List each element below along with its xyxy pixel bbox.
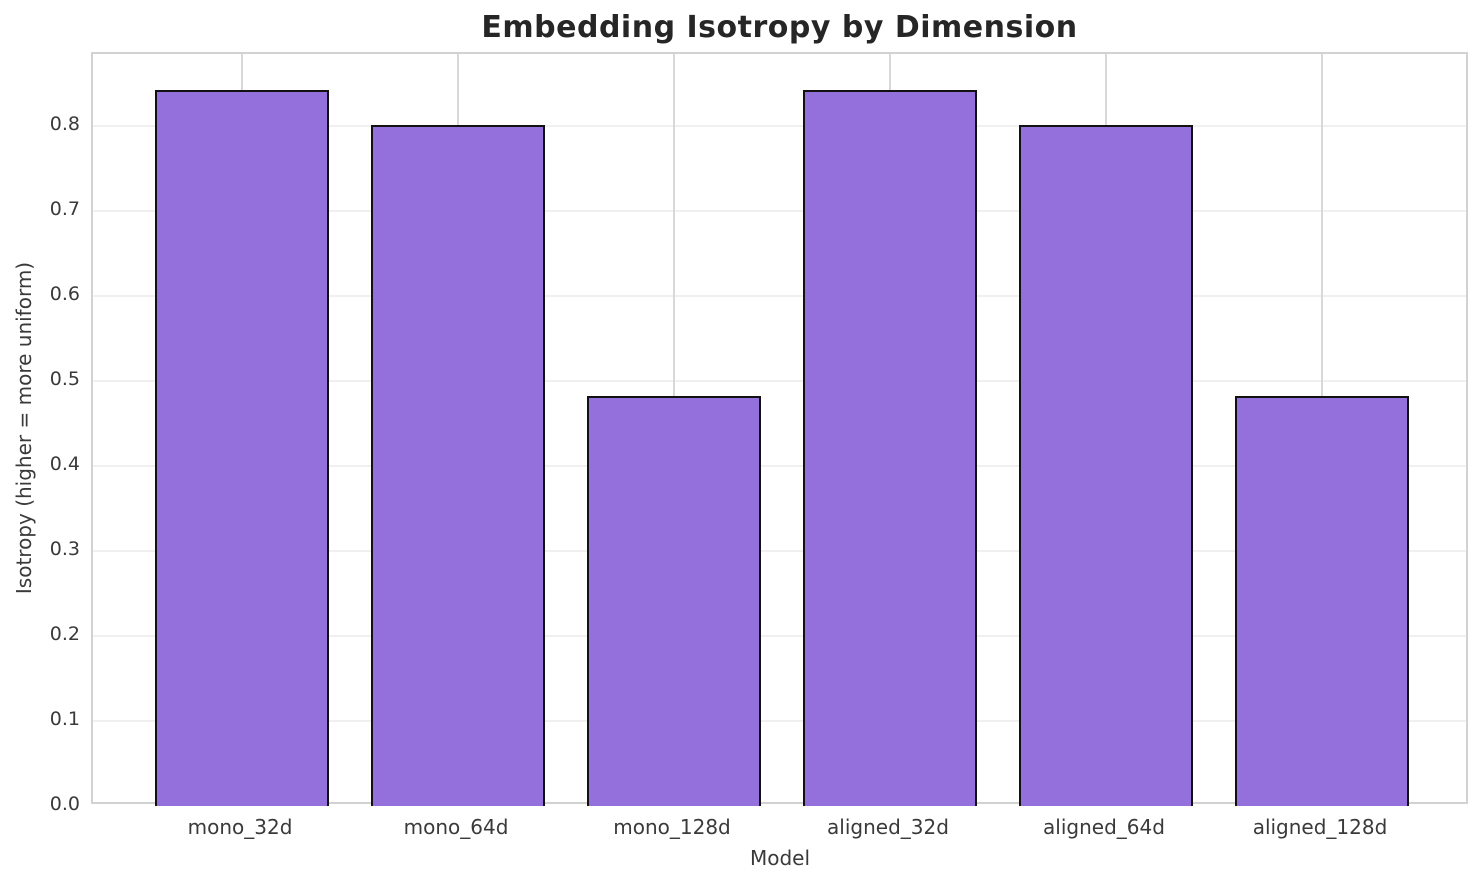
bar-aligned_128d	[1235, 396, 1409, 806]
gridline-h	[93, 295, 1466, 298]
x-tick-label: aligned_64d	[1043, 815, 1165, 839]
y-tick-label: 0.6	[49, 283, 80, 306]
x-tick-label: mono_128d	[613, 815, 731, 839]
gridline-h	[93, 720, 1466, 723]
gridline-h	[93, 125, 1466, 128]
bar-aligned_64d	[1019, 125, 1193, 806]
gridline-h	[93, 550, 1466, 553]
chart-title: Embedding Isotropy by Dimension	[481, 10, 1078, 45]
y-tick-label: 0.5	[49, 368, 80, 391]
y-tick-label: 0.0	[49, 793, 80, 815]
y-tick-label: 0.8	[49, 113, 80, 136]
gridline-h	[93, 635, 1466, 638]
plot-area	[91, 52, 1468, 806]
bar-mono_32d	[155, 89, 329, 806]
bar-mono_64d	[371, 125, 545, 806]
y-axis-label: Isotropy (higher = more uniform)	[12, 261, 36, 595]
gridline-h	[93, 465, 1466, 468]
y-tick-label: 0.3	[49, 538, 80, 561]
y-tick-label: 0.2	[49, 623, 80, 646]
y-tick-label: 0.4	[49, 453, 80, 476]
x-axis-label: Model	[749, 846, 811, 870]
x-tick-label: aligned_32d	[827, 815, 949, 839]
x-tick-label: aligned_128d	[1252, 815, 1388, 839]
x-tick-label: mono_32d	[187, 815, 293, 839]
y-tick-label: 0.1	[49, 708, 80, 731]
bar-aligned_32d	[803, 89, 977, 806]
x-tick-label: mono_64d	[403, 815, 509, 839]
y-tick-label: 0.7	[49, 198, 80, 221]
gridline-h	[93, 380, 1466, 383]
gridline-h	[93, 210, 1466, 213]
bar-mono_128d	[587, 396, 761, 806]
